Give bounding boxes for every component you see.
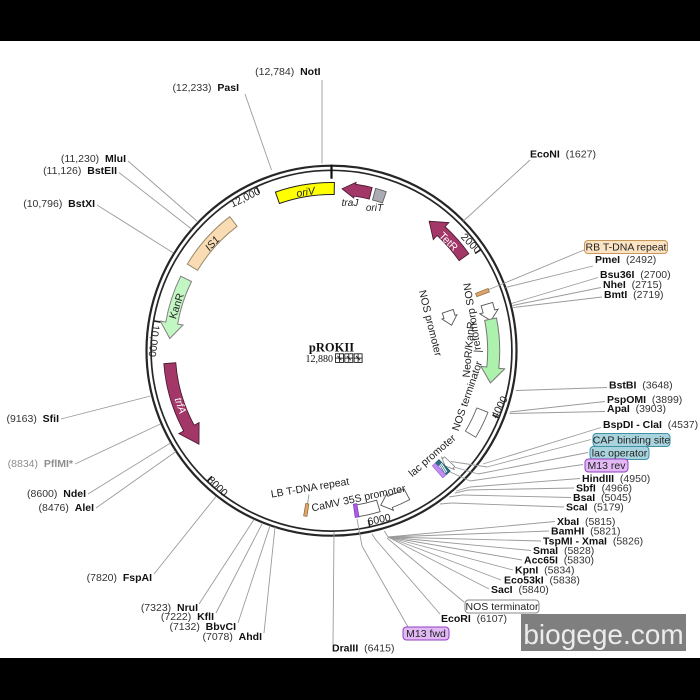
svg-text:(10,796) BstXI: (10,796) BstXI: [23, 198, 95, 210]
svg-text:RB T-DNA repeat: RB T-DNA repeat: [586, 242, 667, 254]
svg-text:(12,784) NotI: (12,784) NotI: [255, 66, 320, 78]
svg-text:PspOMI (3899): PspOMI (3899): [607, 394, 682, 406]
svg-text:NeoR/KanR: NeoR/KanR: [461, 321, 478, 378]
svg-text:SacI (5840): SacI (5840): [491, 584, 549, 596]
svg-text:DraIII (6415): DraIII (6415): [332, 643, 394, 655]
svg-text:(7222) KflI: (7222) KflI: [161, 611, 214, 623]
svg-text:Bsu36I (2700): Bsu36I (2700): [600, 269, 671, 281]
svg-text:BamHI (5821): BamHI (5821): [551, 526, 620, 538]
svg-text:(9163) SfiI: (9163) SfiI: [6, 413, 59, 425]
svg-text:lac operator: lac operator: [592, 448, 648, 460]
svg-text:(11,126) BstEII: (11,126) BstEII: [43, 165, 117, 177]
svg-text:(8834) PflMI*: (8834) PflMI*: [8, 458, 74, 470]
svg-text:TspMI - XmaI (5826): TspMI - XmaI (5826): [543, 536, 643, 548]
svg-text:(8476) AleI: (8476) AleI: [39, 502, 95, 514]
svg-text:Eco53kI (5838): Eco53kI (5838): [504, 575, 580, 587]
svg-text:HindIII (4950): HindIII (4950): [582, 473, 650, 485]
svg-text:BmtI (2719): BmtI (2719): [604, 289, 664, 301]
svg-text:oriV: oriV: [296, 185, 317, 200]
svg-text:traJ: traJ: [342, 198, 360, 209]
svg-text:SbfI (4966): SbfI (4966): [576, 483, 632, 495]
svg-text:12,880: 12,880: [306, 354, 334, 365]
svg-text:BstBI (3648): BstBI (3648): [609, 380, 673, 392]
svg-text:Acc65I (5830): Acc65I (5830): [524, 555, 594, 567]
svg-text:trfA: trfA: [172, 396, 189, 415]
svg-text:ApaI (3903): ApaI (3903): [607, 403, 666, 415]
svg-text:6000: 6000: [367, 512, 392, 529]
svg-text:10,000: 10,000: [146, 324, 162, 357]
svg-text:(11,230) MluI: (11,230) MluI: [61, 153, 126, 165]
svg-text:oriT: oriT: [366, 203, 384, 214]
svg-text:NOS terminator: NOS terminator: [466, 601, 539, 613]
svg-text:ScaI (5179): ScaI (5179): [566, 502, 624, 514]
svg-text:(7132) BbvCI: (7132) BbvCI: [169, 621, 236, 633]
svg-text:NheI (2715): NheI (2715): [603, 279, 662, 291]
svg-text:PmeI (2492): PmeI (2492): [595, 254, 656, 266]
svg-text:(7078) AhdI: (7078) AhdI: [202, 631, 262, 643]
svg-text:pROKII: pROKII: [309, 341, 354, 355]
svg-text:CAP binding site: CAP binding site: [593, 435, 671, 447]
svg-text:(7820) FspAI: (7820) FspAI: [87, 572, 152, 584]
svg-text:EcoRI (6107): EcoRI (6107): [441, 613, 507, 625]
svg-text:biogege.com: biogege.com: [523, 619, 683, 650]
svg-text:SmaI (5828): SmaI (5828): [533, 545, 594, 557]
svg-text:BspDI - ClaI (4537): BspDI - ClaI (4537): [603, 419, 698, 431]
svg-text:EcoNI (1627): EcoNI (1627): [530, 149, 596, 161]
svg-text:(8600) NdeI: (8600) NdeI: [27, 488, 86, 500]
svg-text:M13 rev: M13 rev: [588, 460, 627, 472]
svg-text:M13 fwd: M13 fwd: [406, 628, 446, 640]
svg-text:(12,233) PasI: (12,233) PasI: [172, 82, 239, 94]
svg-text:KpnI (5834): KpnI (5834): [515, 565, 575, 577]
svg-text:BsaI (5045): BsaI (5045): [573, 492, 631, 504]
svg-text:XbaI (5815): XbaI (5815): [557, 516, 615, 528]
svg-text:(7323) NruI: (7323) NruI: [141, 602, 198, 614]
